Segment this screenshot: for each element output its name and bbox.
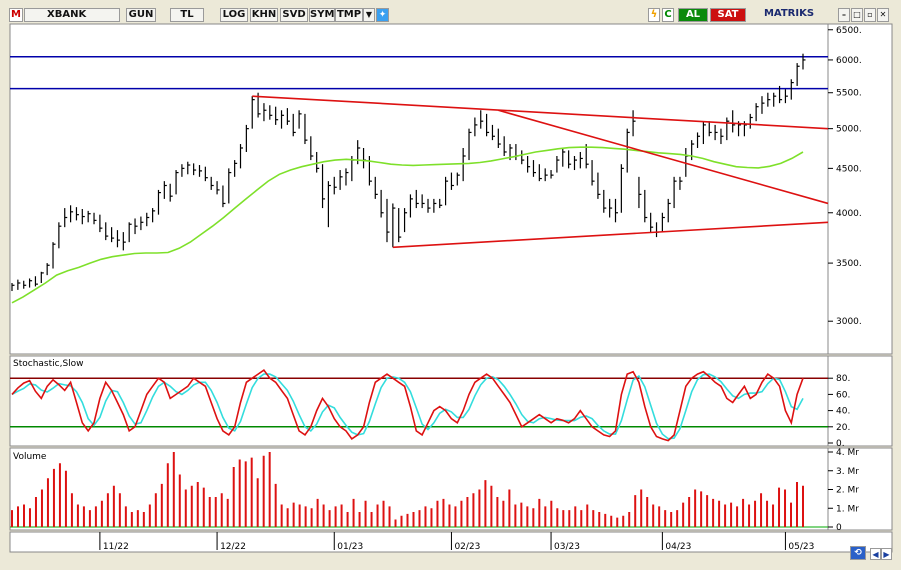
volume-tick-label: 3. Mr bbox=[836, 467, 859, 477]
volume-tick-label: 0 bbox=[836, 523, 842, 533]
stoch-tick-label: 60. bbox=[836, 390, 850, 400]
price-tick-label: 4000. bbox=[836, 209, 862, 219]
time-tick-label: 05/23 bbox=[788, 542, 814, 552]
bird-icon[interactable]: ✦ bbox=[376, 8, 389, 22]
buy-button[interactable]: AL bbox=[678, 8, 708, 22]
scroll-left-icon[interactable]: ◀ bbox=[870, 548, 881, 560]
toolbar-button-log[interactable]: LOG bbox=[220, 8, 248, 22]
price-panel bbox=[9, 23, 893, 355]
dropdown-arrow-icon[interactable]: ▼ bbox=[363, 8, 375, 22]
stochastic-d-line bbox=[11, 373, 804, 440]
volume-title: Volume bbox=[13, 452, 47, 462]
volume-tick-label: 2. Mr bbox=[836, 486, 859, 496]
stoch-tick-label: 80. bbox=[836, 374, 850, 384]
trendline bbox=[498, 109, 829, 205]
brand-logo: MATRIKS bbox=[763, 8, 815, 19]
volume-panel bbox=[9, 447, 893, 531]
maximize-button[interactable]: ▫ bbox=[864, 8, 876, 22]
refresh-icon[interactable]: ⟲ bbox=[850, 546, 866, 560]
price-tick-label: 3000. bbox=[836, 317, 862, 327]
stochastic-panel bbox=[9, 355, 893, 447]
toolbar-button-tl[interactable]: TL bbox=[170, 8, 204, 22]
price-tick-label: 6500. bbox=[836, 26, 862, 36]
toolbar-button-sym[interactable]: SYM bbox=[309, 8, 335, 22]
toolbar-button-tmp[interactable]: TMP bbox=[335, 8, 363, 22]
lightning-icon[interactable]: ϟ bbox=[648, 8, 660, 22]
minimize-button[interactable]: – bbox=[838, 8, 850, 22]
time-tick-label: 11/22 bbox=[103, 542, 129, 552]
price-tick-label: 4500. bbox=[836, 164, 862, 174]
trendline bbox=[252, 95, 829, 130]
stoch-tick-label: 20. bbox=[836, 423, 850, 433]
toolbar-button-gun[interactable]: GUN bbox=[126, 8, 156, 22]
toolbar-button-svd[interactable]: SVD bbox=[280, 8, 308, 22]
logo-button[interactable]: M bbox=[9, 8, 23, 22]
toolbar-button-khn[interactable]: KHN bbox=[250, 8, 278, 22]
price-tick-label: 6000. bbox=[836, 56, 862, 66]
moving-average-line bbox=[11, 146, 804, 304]
time-tick-label: 12/22 bbox=[220, 542, 246, 552]
time-tick-label: 03/23 bbox=[554, 542, 580, 552]
trendline bbox=[392, 221, 829, 249]
time-tick-label: 01/23 bbox=[337, 542, 363, 552]
price-tick-label: 5000. bbox=[836, 125, 862, 135]
sell-button[interactable]: SAT bbox=[710, 8, 746, 22]
stochastic-k-line bbox=[11, 368, 804, 442]
symbol-field[interactable]: XBANK bbox=[24, 8, 120, 22]
volume-tick-label: 4. Mr bbox=[836, 448, 859, 458]
volume-tick-label: 1. Mr bbox=[836, 504, 859, 514]
scroll-right-icon[interactable]: ▶ bbox=[881, 548, 892, 560]
stoch-tick-label: 40. bbox=[836, 407, 850, 417]
close-button[interactable]: ✕ bbox=[877, 8, 889, 22]
time-axis bbox=[9, 531, 893, 553]
restore-button[interactable]: □ bbox=[851, 8, 863, 22]
stoch-tick-label: 0. bbox=[836, 439, 845, 449]
price-tick-label: 3500. bbox=[836, 259, 862, 269]
time-tick-label: 04/23 bbox=[665, 542, 691, 552]
c-icon[interactable]: C bbox=[662, 8, 674, 22]
stochastic-title: Stochastic,Slow bbox=[13, 359, 84, 369]
time-tick-label: 02/23 bbox=[454, 542, 480, 552]
price-tick-label: 5500. bbox=[836, 89, 862, 99]
